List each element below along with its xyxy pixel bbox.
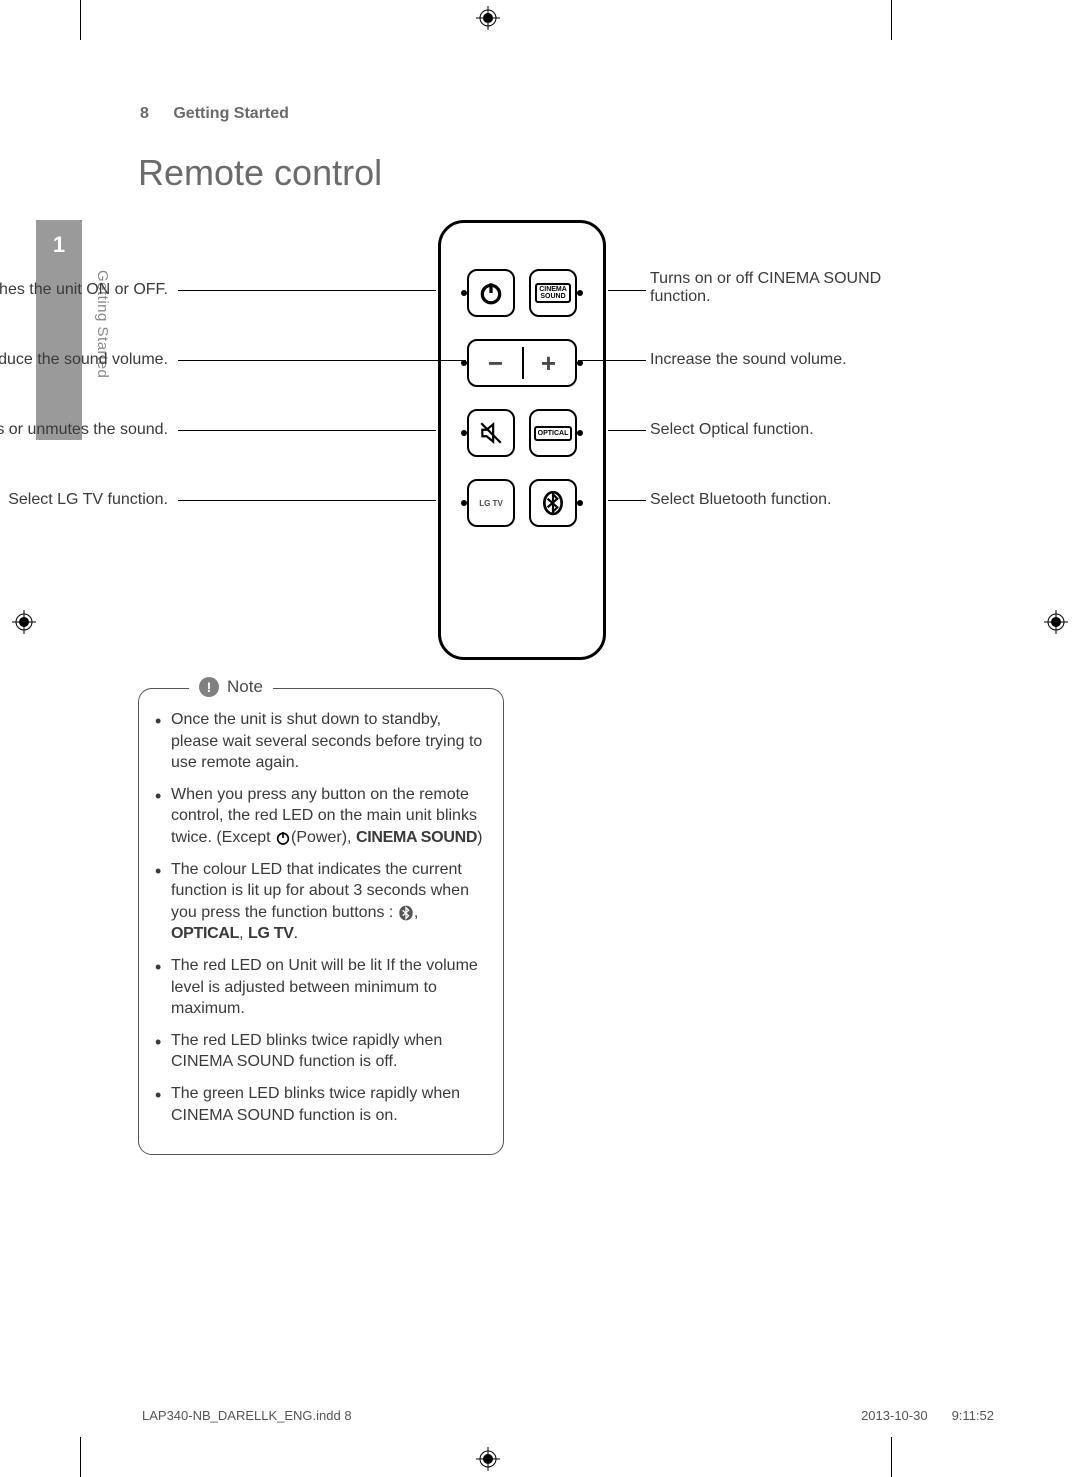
button-label: LG TV	[479, 499, 503, 508]
leader-line	[578, 360, 646, 361]
running-head: 8 Getting Started	[140, 105, 289, 123]
divider	[522, 347, 524, 379]
leader-line	[178, 500, 436, 501]
note-item: The colour LED that indicates the curren…	[155, 859, 487, 945]
footer: LAP340-NB_DARELLK_ENG.indd 8 2013-10-30 …	[142, 1408, 994, 1423]
optical-button: OPTICAL	[529, 409, 577, 457]
crop-mark	[891, 1437, 892, 1477]
note-item: The green LED blinks twice rapidly when …	[155, 1083, 487, 1126]
note-title-text: Note	[227, 677, 263, 697]
mute-button	[467, 409, 515, 457]
footer-time: 9:11:52	[952, 1408, 994, 1423]
note-item: When you press any button on the remote …	[155, 784, 487, 849]
section-name: Getting Started	[173, 105, 289, 122]
leader-dot	[577, 500, 583, 506]
note-title: ! Note	[189, 677, 273, 697]
registration-mark-icon	[12, 610, 36, 634]
info-icon: !	[199, 677, 219, 697]
callout-label: Reduce the sound volume.	[0, 351, 168, 369]
bluetooth-button	[529, 479, 577, 527]
crop-mark	[80, 0, 81, 40]
registration-mark-icon	[1044, 610, 1068, 634]
leader-line	[178, 360, 466, 361]
callout-label: Increase the sound volume.	[650, 351, 910, 369]
crop-mark	[80, 1437, 81, 1477]
leader-dot	[461, 290, 467, 296]
registration-mark-icon	[476, 6, 500, 30]
page-title: Remote control	[138, 152, 382, 194]
button-label: SOUND	[539, 293, 567, 300]
remote-diagram: CINEMA SOUND − +	[138, 220, 908, 680]
leader-line	[178, 290, 436, 291]
note-list: Once the unit is shut down to standby, p…	[155, 709, 487, 1126]
leader-line	[608, 290, 646, 291]
volume-up-icon: +	[522, 348, 575, 379]
power-icon	[478, 280, 504, 306]
note-item: Once the unit is shut down to standby, p…	[155, 709, 487, 774]
cinema-sound-button: CINEMA SOUND	[529, 269, 577, 317]
leader-dot	[461, 430, 467, 436]
button-label: OPTICAL	[538, 430, 569, 437]
crop-mark	[891, 0, 892, 40]
note-box: ! Note Once the unit is shut down to sta…	[138, 688, 504, 1155]
leader-line	[608, 430, 646, 431]
volume-rocker: − +	[467, 339, 577, 387]
leader-dot	[577, 430, 583, 436]
callout-label: Select Bluetooth function.	[650, 491, 910, 509]
page-number: 8	[140, 105, 149, 122]
page: 8 Getting Started 1 Getting Started Remo…	[82, 42, 972, 1435]
callout-label: Mutes or unmutes the sound.	[0, 421, 168, 439]
leader-dot	[461, 500, 467, 506]
callout-label: Turns on or off CINEMA SOUND function.	[650, 270, 910, 306]
volume-down-icon: −	[469, 348, 522, 379]
note-item: The red LED blinks twice rapidly when CI…	[155, 1030, 487, 1073]
footer-file: LAP340-NB_DARELLK_ENG.indd 8	[142, 1408, 352, 1423]
power-button	[467, 269, 515, 317]
callout-label: Select Optical function.	[650, 421, 910, 439]
remote-outline: CINEMA SOUND − +	[438, 220, 606, 660]
callout-label: Select LG TV function.	[0, 491, 168, 509]
mute-icon	[478, 420, 504, 446]
leader-line	[608, 500, 646, 501]
leader-dot	[577, 290, 583, 296]
callout-label: Switches the unit ON or OFF.	[0, 281, 168, 299]
note-item: The red LED on Unit will be lit If the v…	[155, 955, 487, 1020]
leader-line	[178, 430, 436, 431]
lgtv-button: LG TV	[467, 479, 515, 527]
bluetooth-icon	[540, 490, 566, 516]
chapter-number: 1	[36, 232, 82, 258]
registration-mark-icon	[476, 1447, 500, 1471]
button-label: CINEMA	[539, 286, 567, 293]
footer-date: 2013-10-30	[861, 1408, 928, 1423]
